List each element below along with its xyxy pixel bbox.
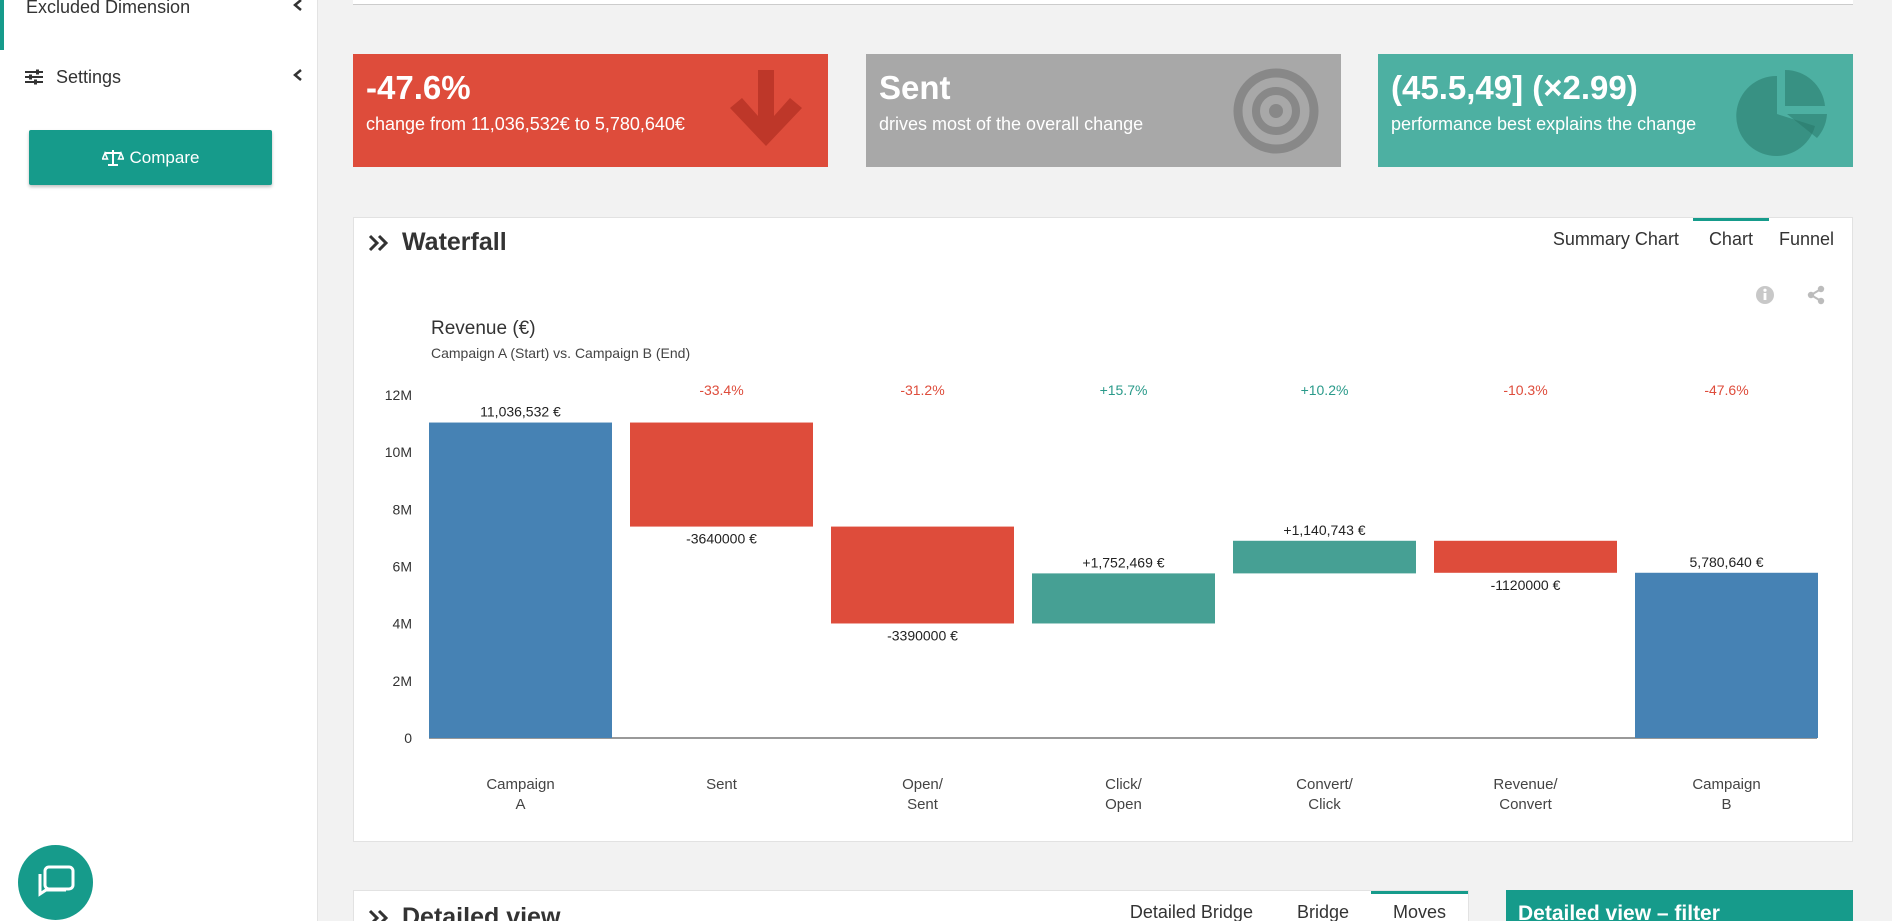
compare-button-label: Compare [129, 147, 200, 167]
chevron-left-icon [278, 68, 318, 86]
waterfall-bar [1233, 540, 1416, 574]
compare-button[interactable]: Compare [29, 130, 272, 185]
chart-title: Revenue (€) [431, 318, 536, 339]
y-tick-label: 10M [385, 444, 412, 460]
detailed-view-panel: Detailed view Detailed Bridge Bridge Mov… [353, 890, 1469, 921]
bar-value-label: -3390000 € [887, 627, 958, 643]
tab-moves[interactable]: Moves [1370, 891, 1468, 921]
bar-value-label: +1,752,469 € [1082, 554, 1164, 570]
x-category-label: Campaign [1692, 776, 1760, 793]
active-indicator [0, 0, 4, 50]
waterfall-bar [1434, 540, 1617, 573]
pie-chart-icon [1736, 69, 1827, 156]
kpi-value: -47.6% [366, 69, 471, 106]
x-category-label: Open [1105, 796, 1142, 813]
arrow-down-icon [730, 70, 802, 146]
kpi-caption: drives most of the overall change [879, 113, 1144, 134]
detailed-tabs: Detailed Bridge Bridge Moves [1108, 891, 1468, 921]
x-category-label: A [515, 796, 525, 813]
waterfall-bar [831, 526, 1014, 624]
chevron-left-icon [278, 0, 318, 16]
tab-chart[interactable]: Chart [1692, 218, 1769, 258]
double-chevron-right-icon [368, 909, 389, 921]
bar-percent-label: -33.4% [699, 382, 743, 398]
kpi-value: Sent [879, 69, 951, 106]
x-category-label: Open/ [902, 776, 944, 793]
bar-value-label: -3640000 € [686, 531, 757, 547]
y-tick-label: 0 [404, 730, 412, 746]
bar-percent-label: -10.3% [1503, 382, 1547, 398]
x-category-label: B [1721, 796, 1731, 813]
panel-title-text: Waterfall [402, 228, 507, 256]
bar-value-label: -1120000 € [1491, 577, 1561, 593]
kpi-card-driver: Sent drives most of the overall change [866, 54, 1341, 167]
sidebar-item-settings[interactable]: Settings [0, 55, 318, 99]
waterfall-chart: Revenue (€) Campaign A (Start) vs. Campai… [385, 318, 1818, 813]
bar-value-label: +1,140,743 € [1283, 522, 1365, 538]
sidebar-item-excluded-dimension[interactable]: Excluded Dimension [0, 0, 318, 29]
waterfall-bar [429, 422, 612, 738]
y-tick-label: 8M [393, 501, 412, 517]
y-tick-label: 2M [393, 673, 412, 689]
waterfall-tabs: Summary Chart Chart Funnel [1541, 218, 1852, 258]
bar-value-label: 11,036,532 € [480, 404, 561, 420]
sliders-icon [25, 69, 43, 85]
sidebar-item-label: Settings [56, 66, 122, 87]
sidebar-item-label: Excluded Dimension [26, 0, 191, 17]
y-tick-label: 4M [393, 616, 412, 632]
tab-summary-chart[interactable]: Summary Chart [1552, 229, 1679, 249]
chart-subtitle: Campaign A (Start) vs. Campaign B (End) [431, 345, 690, 361]
chat-button[interactable] [18, 845, 93, 920]
x-category-label: Sent [907, 796, 939, 813]
scale-icon [101, 149, 124, 166]
x-category-label: Convert/ [1296, 776, 1354, 793]
chat-icon [38, 865, 74, 897]
kpi-card-explains: (45.5,49] (×2.99) performance best expla… [1378, 54, 1853, 167]
double-chevron-right-icon [368, 234, 389, 251]
x-category-label: Convert [1499, 796, 1552, 813]
x-category-label: Sent [706, 776, 738, 793]
kpi-card-change: -47.6% change from 11,036,532€ to 5,780,… [353, 54, 828, 167]
x-category-label: Click/ [1105, 776, 1142, 793]
panel-title-text: Detailed view [402, 903, 561, 921]
y-tick-label: 6M [393, 559, 412, 575]
panel-title: Waterfall [368, 228, 507, 257]
kpi-caption: change from 11,036,532€ to 5,780,640€ [366, 113, 685, 134]
x-category-label: Revenue/ [1493, 776, 1558, 793]
kpi-value: (45.5,49] (×2.99) [1391, 69, 1638, 106]
waterfall-bar [630, 422, 813, 527]
waterfall-bar [1032, 573, 1215, 624]
info-icon[interactable] [1755, 285, 1775, 305]
bar-percent-label: -31.2% [900, 382, 944, 398]
x-category-label: Click [1308, 796, 1341, 813]
kpi-caption: performance best explains the change [1391, 113, 1697, 134]
top-panel-edge [353, 0, 1853, 5]
waterfall-panel: Waterfall Summary Chart Chart Funnel Rev… [353, 217, 1853, 842]
sidebar: Excluded Dimension Settings Compare [0, 0, 318, 921]
x-category-label: Campaign [486, 776, 554, 793]
tab-detailed-bridge[interactable]: Detailed Bridge [1129, 902, 1253, 921]
tab-bridge[interactable]: Bridge [1296, 902, 1349, 921]
y-tick-label: 12M [385, 387, 412, 403]
detailed-view-filter-header: Detailed view – filter [1506, 890, 1853, 921]
tab-funnel[interactable]: Funnel [1778, 229, 1834, 249]
waterfall-bar [1635, 572, 1818, 738]
target-icon [1233, 68, 1319, 154]
share-icon[interactable] [1806, 285, 1826, 305]
bar-percent-label: +10.2% [1301, 382, 1349, 398]
bar-value-label: 5,780,640 € [1690, 554, 1764, 570]
bar-percent-label: +15.7% [1100, 382, 1148, 398]
panel-title: Detailed view [368, 903, 560, 921]
bar-percent-label: -47.6% [1704, 382, 1748, 398]
